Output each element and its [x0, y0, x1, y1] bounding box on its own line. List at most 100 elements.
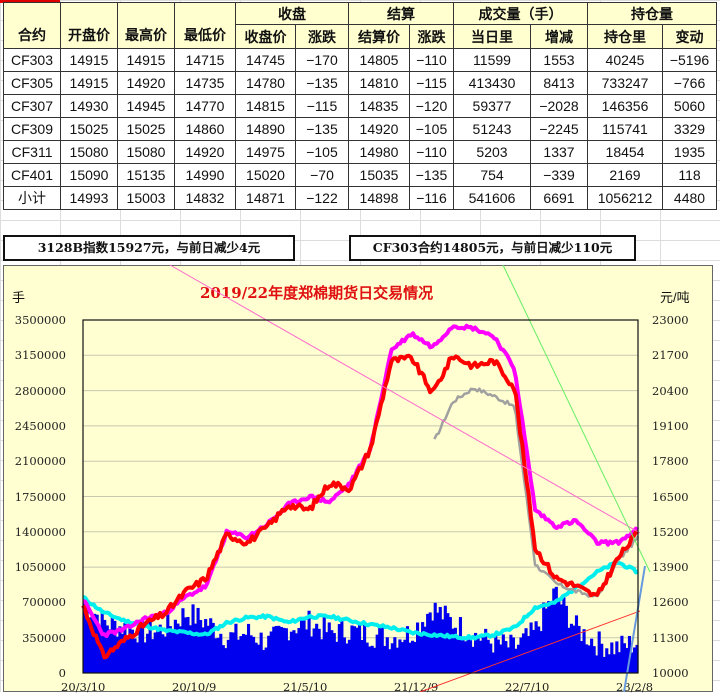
- left-axis-tick: 350000: [22, 630, 66, 645]
- cell-oi: 146356: [587, 94, 663, 118]
- cell-close-chg: −122: [295, 186, 349, 210]
- cell-open: 14993: [60, 186, 118, 210]
- cell-oi: 2169: [587, 163, 663, 187]
- cell-oi-chg: −766: [662, 71, 717, 95]
- group-header-settle: 结算: [348, 2, 454, 25]
- cell-high: 15003: [117, 186, 175, 210]
- cell-vol: 541606: [453, 186, 531, 210]
- table-row: CF309 15025 15025 14860 14890 −135 14920 −105 51…: [3, 117, 717, 141]
- cell-selection-marker: [0, 0, 60, 3]
- cell-settle: 14920: [348, 117, 410, 141]
- left-axis-tick: 700000: [22, 595, 66, 610]
- cell-vol-chg: 1553: [530, 48, 588, 72]
- cell-close-chg: −115: [295, 94, 349, 118]
- cell-low: 14735: [174, 71, 236, 95]
- table-row: CF307 14930 14945 14770 14815 −115 14835 −120 59…: [3, 94, 717, 118]
- cell-contract: CF311: [3, 140, 61, 164]
- futures-quote-table: 合约 开盘价 最高价 最低价 收盘 结算 成交量（手） 持仓量 收盘价 涨跌 结…: [3, 2, 717, 210]
- cell-settle-chg: −105: [409, 117, 454, 141]
- cell-close-chg: −135: [295, 117, 349, 141]
- col-header-close: 收盘价: [235, 24, 296, 49]
- cell-low: 14860: [174, 117, 236, 141]
- right-axis-tick: 13900: [652, 560, 689, 575]
- x-axis-tick: 20/3/10: [61, 680, 106, 694]
- gridlines: [83, 354, 638, 639]
- cell-vol-chg: −2028: [530, 94, 588, 118]
- right-axis-tick: 19100: [652, 418, 689, 433]
- cell-vol-chg: −339: [530, 163, 588, 187]
- table-row: CF401 15090 15135 14990 15020 −70 15035 −135 754…: [3, 163, 717, 187]
- col-header-low: 最低价: [174, 2, 236, 49]
- cell-settle-chg: −115: [409, 71, 454, 95]
- cell-contract: 小计: [3, 186, 61, 210]
- left-axis-tick: 2800000: [14, 383, 66, 398]
- col-header-settle-change: 涨跌: [409, 24, 454, 49]
- x-axis-tick: 20/10/9: [172, 680, 217, 694]
- cell-oi: 1056212: [587, 186, 663, 210]
- cell-settle-chg: −116: [409, 186, 454, 210]
- col-header-open: 开盘价: [60, 2, 118, 49]
- left-axis-tick: 0: [58, 666, 66, 680]
- cell-vol-chg: 8413: [530, 71, 588, 95]
- cell-oi-chg: −5196: [662, 48, 717, 72]
- cell-low: 14990: [174, 163, 236, 187]
- right-axis-tick: 20400: [652, 383, 689, 398]
- cell-vol-chg: −2245: [530, 117, 588, 141]
- left-axis-tick: 3500000: [14, 313, 66, 327]
- left-axis-tick: 3150000: [14, 348, 66, 363]
- cell-close: 14871: [235, 186, 296, 210]
- cell-oi-chg: 1935: [662, 140, 717, 164]
- cell-settle: 14810: [348, 71, 410, 95]
- cell-contract: CF305: [3, 71, 61, 95]
- trend-lines: [169, 264, 651, 692]
- left-axis-tick: 2450000: [14, 418, 66, 433]
- cell-close-chg: −170: [295, 48, 349, 72]
- right-axis-tick: 16500: [652, 489, 689, 504]
- table-row: CF311 15080 15080 14920 14975 −105 14980 −110 52…: [3, 140, 717, 164]
- cell-vol-chg: 1337: [530, 140, 588, 164]
- left-axis-tick: 1050000: [14, 560, 66, 575]
- price-lines: [81, 323, 640, 660]
- cell-oi: 18454: [587, 140, 663, 164]
- cell-settle: 14835: [348, 94, 410, 118]
- right-axis-tick: 10000: [652, 666, 689, 680]
- col-header-oi-change: 变动: [662, 24, 717, 49]
- cell-contract: CF307: [3, 94, 61, 118]
- col-header-close-change: 涨跌: [295, 24, 349, 49]
- right-axis-tick: 12600: [652, 595, 689, 610]
- cell-close: 14890: [235, 117, 296, 141]
- cell-close: 14780: [235, 71, 296, 95]
- cell-close: 14815: [235, 94, 296, 118]
- col-header-volume: 当日里: [453, 24, 531, 49]
- col-header-high: 最高价: [117, 2, 175, 49]
- cell-vol-chg: 6691: [530, 186, 588, 210]
- cell-close: 15020: [235, 163, 296, 187]
- col-header-settle: 结算价: [348, 24, 410, 49]
- cell-open: 14915: [60, 71, 118, 95]
- right-axis-tick: 17800: [652, 454, 689, 469]
- right-axis-tick: 23000: [652, 313, 689, 327]
- left-axis-tick: 2100000: [14, 454, 66, 469]
- cell-high: 15080: [117, 140, 175, 164]
- cell-oi: 115741: [587, 117, 663, 141]
- cell-oi: 40245: [587, 48, 663, 72]
- cell-vol: 11599: [453, 48, 531, 72]
- cell-open: 14930: [60, 94, 118, 118]
- left-axis-tick: 1400000: [14, 524, 66, 539]
- right-axis-tick: 11300: [652, 630, 689, 645]
- cell-low: 14770: [174, 94, 236, 118]
- left-axis-tick: 1750000: [14, 489, 66, 504]
- contract-summary: CF303合约14805元，与前日减少110元: [349, 235, 636, 261]
- right-axis-unit: 元/吨: [660, 290, 690, 305]
- right-axis-tick: 15200: [652, 524, 689, 539]
- cell-contract: CF309: [3, 117, 61, 141]
- x-axis-tick: 22/7/10: [505, 680, 550, 694]
- chart-title: 2019/22年度郑棉期货日交易情况: [200, 284, 434, 302]
- table-row: 小计 14993 15003 14832 14871 −122 14898 −116 54160…: [3, 186, 717, 210]
- cell-settle-chg: −120: [409, 94, 454, 118]
- left-axis-unit: 手: [12, 290, 26, 305]
- col-header-volume-change: 增减: [530, 24, 588, 49]
- index-summary: 3128B指数15927元，与前日减少4元: [3, 235, 295, 261]
- cell-oi-chg: 118: [662, 163, 717, 187]
